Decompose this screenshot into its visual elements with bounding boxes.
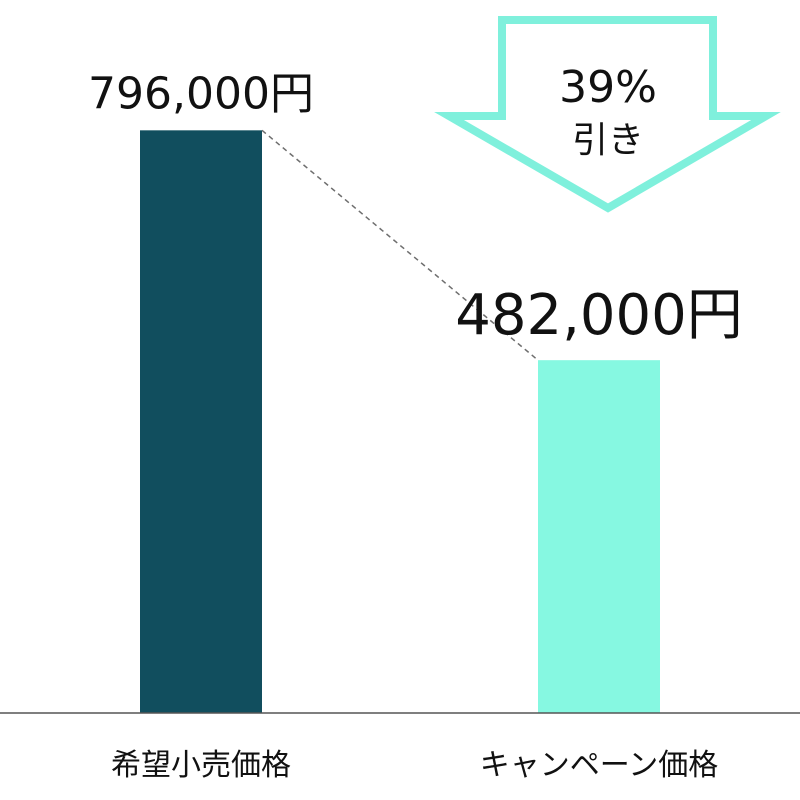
discount-percent-label: 39% xyxy=(559,62,657,113)
category-label-suggested-retail-price: 希望小売価格 xyxy=(111,748,291,783)
discount-arrow-icon xyxy=(434,16,781,213)
bar-campaign-price xyxy=(538,360,660,713)
category-label-campaign-price: キャンペーン価格 xyxy=(480,748,719,783)
discount-text-label: 引き xyxy=(572,120,644,161)
bar-suggested-retail-price xyxy=(140,130,262,713)
value-label-campaign-price: 482,000円 xyxy=(455,283,743,348)
value-label-suggested-retail-price: 796,000円 xyxy=(88,68,314,119)
bar-connector-line xyxy=(261,129,539,361)
